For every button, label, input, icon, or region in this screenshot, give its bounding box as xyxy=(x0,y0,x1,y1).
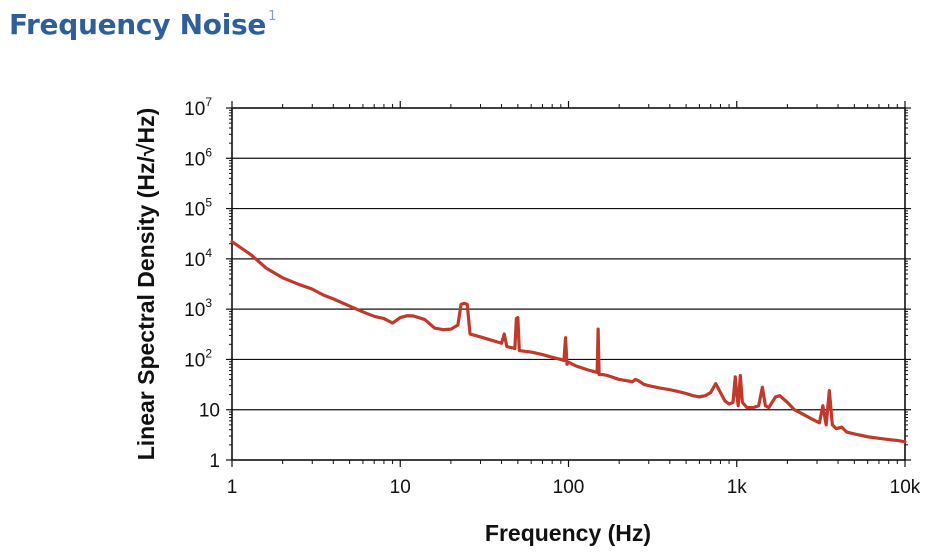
y-tick-base: 10 xyxy=(184,149,205,170)
y-tick-base: 10 xyxy=(184,300,205,321)
page-title-text: Frequency Noise xyxy=(9,8,267,41)
y-tick-base: 10 xyxy=(184,250,205,271)
axis-ticks xyxy=(226,101,911,467)
x-tick-label: 100 xyxy=(553,477,585,498)
y-tick-label: 103 xyxy=(184,296,212,321)
y-tick-base: 10 xyxy=(199,401,220,422)
y-tick-exponent: 4 xyxy=(205,246,212,260)
y-tick-base: 10 xyxy=(184,200,205,221)
y-tick-label: 10 xyxy=(199,401,220,422)
y-tick-label: 106 xyxy=(184,145,212,170)
y-tick-label: 102 xyxy=(184,346,212,371)
y-tick-label: 105 xyxy=(184,196,212,221)
y-axis-label: Linear Spectral Density (Hz/√Hz) xyxy=(133,108,159,461)
title-footnote-marker: 1 xyxy=(268,8,277,24)
y-tick-exponent: 5 xyxy=(205,196,212,210)
x-tick-label: 10 xyxy=(390,477,411,498)
y-tick-exponent: 3 xyxy=(205,296,212,310)
spectral-density-line xyxy=(230,240,907,444)
plot-area-frame xyxy=(231,107,906,461)
y-tick-exponent: 6 xyxy=(205,145,212,159)
y-tick-exponent: 7 xyxy=(205,95,212,109)
y-tick-label: 1 xyxy=(209,451,220,472)
x-tick-label: 1 xyxy=(227,477,238,498)
y-tick-exponent: 2 xyxy=(205,346,212,360)
y-tick-base: 10 xyxy=(184,350,205,371)
x-tick-labels: 1 10 100 1k 10k xyxy=(227,477,921,498)
x-axis-label: Frequency (Hz) xyxy=(485,520,651,546)
grid-lines xyxy=(232,157,905,411)
y-tick-base: 1 xyxy=(209,451,220,472)
y-tick-label: 104 xyxy=(184,246,212,271)
x-tick-label: 10k xyxy=(890,477,921,498)
y-tick-base: 10 xyxy=(184,99,205,120)
y-tick-label: 107 xyxy=(184,95,212,120)
page-title: Frequency Noise 1 xyxy=(9,8,276,41)
x-tick-label: 1k xyxy=(727,477,748,498)
